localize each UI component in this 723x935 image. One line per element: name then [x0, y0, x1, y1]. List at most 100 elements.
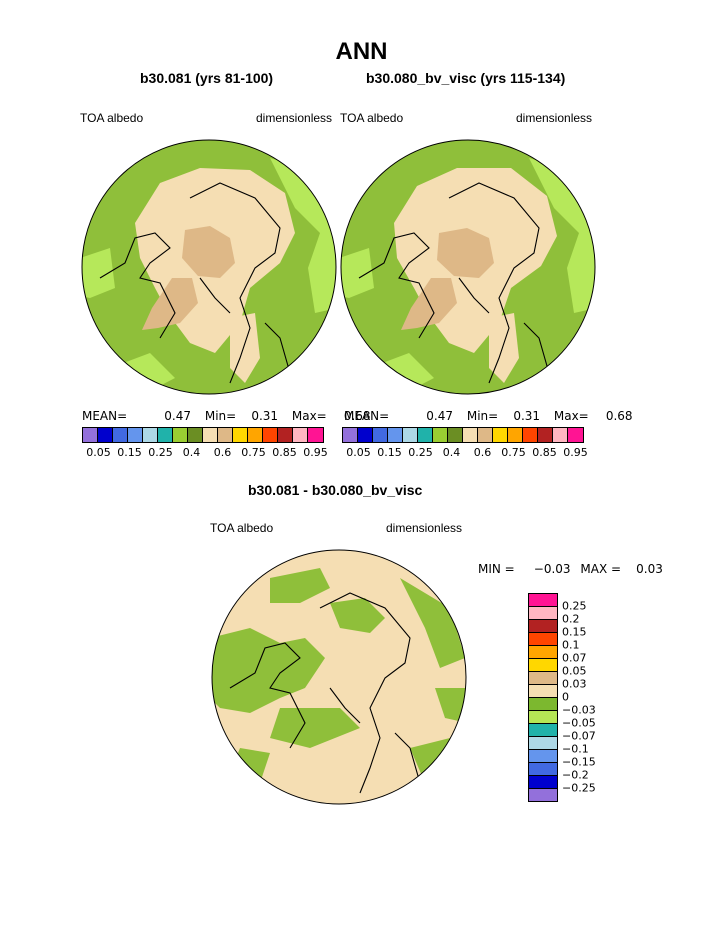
- colorbar-tick-label: 0.25: [562, 599, 587, 613]
- light-green-region: [82, 248, 115, 298]
- min-label: Min=: [204, 409, 237, 423]
- colorbar-swatch: [529, 711, 557, 724]
- colorbar-swatch: [388, 428, 403, 442]
- panel-1-stats: MEAN= 0.47 Min= 0.31 Max= 0.68: [82, 409, 371, 423]
- mean-value: 0.47: [426, 409, 454, 423]
- colorbar-swatch: [529, 607, 557, 620]
- colorbar-swatch: [529, 646, 557, 659]
- colorbar-swatch: [529, 685, 557, 698]
- colorbar-tick-label: 0.07: [562, 651, 587, 665]
- colorbar-difference: [528, 593, 558, 802]
- page-title: ANN: [335, 38, 388, 65]
- diff-subtitle: b30.081 - b30.080_bv_visc: [248, 482, 423, 498]
- colorbar-swatch: [529, 659, 557, 672]
- diff-stats: MIN = −0.03 MAX = 0.03: [478, 562, 663, 576]
- colorbar-panel-2-labels: 0.05 0.15 0.25 0.4 0.6 0.75 0.85 0.95: [342, 446, 590, 460]
- coastline: [229, 592, 421, 794]
- colorbar-tick-label: 0.6: [473, 446, 492, 459]
- colorbar-swatch: [143, 428, 158, 442]
- colorbar-swatch: [538, 428, 553, 442]
- map-outline: [340, 139, 596, 395]
- green-region: [270, 568, 330, 603]
- colorbar-tick-label: 0: [562, 690, 569, 704]
- mean-label: MEAN=: [82, 409, 128, 423]
- colorbar-swatch: [83, 428, 98, 442]
- colorbar-swatch: [418, 428, 433, 442]
- mean-label: MEAN=: [344, 409, 390, 423]
- colorbar-tick-label: 0.2: [562, 612, 580, 626]
- mean-value: 0.47: [164, 409, 192, 423]
- colorbar-tick-label: 0.25: [148, 446, 173, 459]
- min-value: −0.03: [533, 562, 571, 576]
- colorbar-swatch: [343, 428, 358, 442]
- panel-2-stats: MEAN= 0.47 Min= 0.31 Max= 0.68: [344, 409, 633, 423]
- colorbar-swatch: [173, 428, 188, 442]
- colorbar-swatch: [529, 594, 557, 607]
- colorbar-tick-label: −0.03: [562, 703, 596, 717]
- panel-2-subtitle: b30.080_bv_visc (yrs 115-134): [366, 70, 566, 86]
- min-value: 0.31: [251, 409, 279, 423]
- diff-units-label: dimensionless: [386, 521, 463, 535]
- diff-variable-label: TOA albedo: [210, 521, 274, 535]
- colorbar-tick-label: 0.75: [241, 446, 266, 459]
- colorbar-tick-label: 0.75: [501, 446, 526, 459]
- colorbar-swatch: [293, 428, 308, 442]
- tan-region: [182, 226, 235, 278]
- colorbar-swatch: [529, 698, 557, 711]
- colorbar-swatch: [188, 428, 203, 442]
- colorbar-tick-label: 0.15: [562, 625, 587, 639]
- colorbar-swatch: [529, 776, 557, 789]
- colorbar-swatch: [523, 428, 538, 442]
- colorbar-tick-label: 0.05: [86, 446, 111, 459]
- max-value: 0.68: [605, 409, 633, 423]
- colorbar-swatch: [529, 789, 557, 801]
- panel-1-units-label: dimensionless: [256, 111, 333, 125]
- colorbar-swatch: [529, 633, 557, 646]
- colorbar-tick-label: −0.25: [562, 781, 596, 795]
- colorbar-tick-label: −0.07: [562, 729, 596, 743]
- panel-1-subtitle: b30.081 (yrs 81-100): [140, 70, 274, 86]
- green-region: [270, 708, 360, 748]
- max-label: Max=: [291, 409, 327, 423]
- colorbar-tick-label: 0.85: [272, 446, 297, 459]
- map-outline: [81, 139, 337, 395]
- green-region: [435, 688, 466, 723]
- max-label: Max=: [553, 409, 589, 423]
- colorbar-tick-label: −0.15: [562, 755, 596, 769]
- colorbar-tick-label: 0.85: [532, 446, 557, 459]
- map-outline: [211, 549, 467, 805]
- colorbar-panel-1: [82, 427, 324, 443]
- colorbar-swatch: [433, 428, 448, 442]
- polar-map-panel-1: [81, 139, 337, 395]
- polar-map-difference: [211, 549, 467, 805]
- tan-region: [437, 228, 494, 278]
- colorbar-tick-label: 0.15: [117, 446, 142, 459]
- panel-2-variable-label: TOA albedo: [340, 111, 404, 125]
- light-green-region: [341, 248, 374, 298]
- green-region: [212, 628, 325, 713]
- colorbar-swatch: [568, 428, 583, 442]
- colorbar-swatch: [553, 428, 568, 442]
- green-region: [330, 598, 385, 633]
- colorbar-swatch: [493, 428, 508, 442]
- colorbar-tick-label: 0.15: [377, 446, 402, 459]
- green-region: [400, 578, 465, 668]
- colorbar-tick-label: 0.05: [562, 664, 587, 678]
- colorbar-swatch: [529, 672, 557, 685]
- colorbar-panel-1-labels: 0.05 0.15 0.25 0.4 0.6 0.75 0.85 0.95: [82, 446, 330, 460]
- colorbar-swatch: [128, 428, 143, 442]
- colorbar-tick-label: 0.4: [442, 446, 461, 459]
- colorbar-swatch: [308, 428, 323, 442]
- colorbar-swatch: [529, 750, 557, 763]
- colorbar-tick-label: 0.4: [182, 446, 201, 459]
- colorbar-swatch: [248, 428, 263, 442]
- max-value: 0.68: [343, 409, 371, 423]
- colorbar-swatch: [448, 428, 463, 442]
- colorbar-swatch: [529, 763, 557, 776]
- colorbar-swatch: [158, 428, 173, 442]
- colorbar-tick-label: −0.1: [562, 742, 589, 756]
- colorbar-swatch: [463, 428, 478, 442]
- min-label: MIN =: [478, 562, 515, 576]
- colorbar-swatch: [98, 428, 113, 442]
